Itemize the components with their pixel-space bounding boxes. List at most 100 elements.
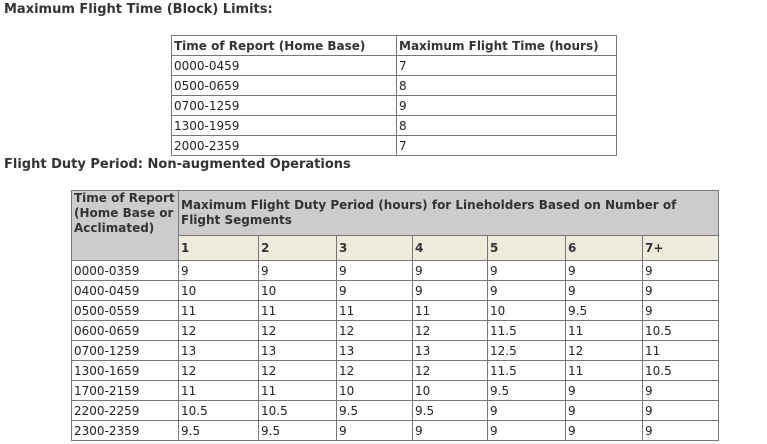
segment-header: 5 — [487, 235, 566, 261]
cell: 10 — [412, 380, 488, 401]
cell: 9 — [641, 260, 720, 281]
cell: 7 — [396, 135, 617, 156]
cell: 9 — [487, 260, 566, 281]
header-row: Time of Report (Home Base or Acclimated)… — [71, 190, 720, 261]
row-header: Time of Report (Home Base or Acclimated) — [71, 190, 179, 261]
cell: 0000-0359 — [71, 260, 179, 281]
cell: 12 — [178, 360, 259, 381]
segment-header: 6 — [565, 235, 643, 261]
table-row: 0400-0459 10 10 9 9 9 9 9 — [71, 280, 720, 301]
cell: 11 — [178, 380, 259, 401]
cell: 1700-2159 — [71, 380, 179, 401]
cell: 1300-1959 — [171, 115, 397, 136]
table-row: 0700-1259 13 13 13 13 12.5 12 11 — [71, 340, 720, 361]
table-row: 0700-1259 9 — [171, 95, 617, 116]
cell: 0500-0559 — [71, 300, 179, 321]
cell: 9 — [178, 260, 259, 281]
column-header: Time of Report (Home Base) — [171, 35, 397, 56]
table-row: 2300-2359 9.5 9.5 9 9 9 9 9 — [71, 420, 720, 441]
cell: 11 — [336, 300, 413, 321]
cell: 9 — [487, 400, 566, 421]
cell: 9 — [396, 95, 617, 116]
cell: 10.5 — [641, 360, 720, 381]
cell: 0500-0659 — [171, 75, 397, 96]
cell: 12 — [565, 340, 643, 361]
cell: 12.5 — [487, 340, 566, 361]
cell: 11 — [178, 300, 259, 321]
group-header: Maximum Flight Duty Period (hours) for L… — [177, 190, 720, 236]
cell: 9 — [565, 260, 643, 281]
cell: 9 — [412, 280, 488, 301]
cell: 9.5 — [412, 400, 488, 421]
column-header: Maximum Flight Time (hours) — [396, 35, 617, 56]
cell: 11 — [258, 300, 337, 321]
cell: 9 — [487, 280, 566, 301]
cell: 13 — [258, 340, 337, 361]
cell: 9 — [565, 280, 643, 301]
cell: 9 — [412, 260, 488, 281]
cell: 10 — [336, 380, 413, 401]
duty-table: Time of Report (Home Base or Acclimated)… — [71, 190, 720, 441]
segment-header: 7+ — [641, 235, 720, 261]
cell: 9 — [412, 420, 488, 441]
cell: 10 — [258, 280, 337, 301]
table-row: 0500-0559 11 11 11 11 10 9.5 9 — [71, 300, 720, 321]
cell: 9.5 — [258, 420, 337, 441]
table-row: 0600-0659 12 12 12 12 11.5 11 10.5 — [71, 320, 720, 341]
cell: 11 — [565, 320, 643, 341]
cell: 9 — [641, 300, 720, 321]
cell: 9 — [565, 400, 643, 421]
table-row: 0000-0359 9 9 9 9 9 9 9 — [71, 260, 720, 281]
cell: 13 — [412, 340, 488, 361]
cell: 12 — [258, 360, 337, 381]
cell: 11 — [258, 380, 337, 401]
cell: 11.5 — [487, 320, 566, 341]
cell: 13 — [336, 340, 413, 361]
cell: 9.5 — [487, 380, 566, 401]
cell: 9 — [641, 420, 720, 441]
cell: 7 — [396, 55, 617, 76]
segment-header: 4 — [412, 235, 488, 261]
cell: 9 — [487, 420, 566, 441]
cell: 9 — [336, 260, 413, 281]
cell: 11 — [641, 340, 720, 361]
cell: 12 — [412, 320, 488, 341]
cell: 10 — [178, 280, 259, 301]
table-row: 0000-0459 7 — [171, 55, 617, 76]
cell: 9 — [565, 420, 643, 441]
cell: 12 — [336, 360, 413, 381]
cell: 9.5 — [178, 420, 259, 441]
cell: 0700-1259 — [71, 340, 179, 361]
cell: 11 — [565, 360, 643, 381]
cell: 12 — [412, 360, 488, 381]
table-row: 2200-2259 10.5 10.5 9.5 9.5 9 9 9 — [71, 400, 720, 421]
table-row: 1300-1659 12 12 12 12 11.5 11 10.5 — [71, 360, 720, 381]
duty-heading: Flight Duty Period: Non-augmented Operat… — [4, 157, 351, 172]
cell: 1300-1659 — [71, 360, 179, 381]
table-row: 1300-1959 8 — [171, 115, 617, 136]
header-row: Time of Report (Home Base) Maximum Flight… — [171, 35, 617, 56]
cell: 8 — [396, 75, 617, 96]
heading: Maximum Flight Time (Block) Limits: — [4, 2, 273, 17]
cell: 13 — [178, 340, 259, 361]
cell: 0700-1259 — [171, 95, 397, 116]
cell: 12 — [336, 320, 413, 341]
table-row: 2000-2359 7 — [171, 135, 617, 156]
segment-header: 3 — [336, 235, 413, 261]
table-row: 1700-2159 11 11 10 10 9.5 9 9 — [71, 380, 720, 401]
block-table: Time of Report (Home Base) Maximum Flight… — [171, 35, 617, 156]
cell: 9 — [641, 380, 720, 401]
segment-header: 2 — [258, 235, 337, 261]
cell: 2200-2259 — [71, 400, 179, 421]
table-row: 0500-0659 8 — [171, 75, 617, 96]
cell: 0400-0459 — [71, 280, 179, 301]
cell: 9 — [336, 420, 413, 441]
cell: 0600-0659 — [71, 320, 179, 341]
cell: 11.5 — [487, 360, 566, 381]
cell: 9.5 — [565, 300, 643, 321]
cell: 10.5 — [258, 400, 337, 421]
segment-header: 1 — [178, 235, 259, 261]
cell: 11 — [412, 300, 488, 321]
cell: 9 — [641, 400, 720, 421]
